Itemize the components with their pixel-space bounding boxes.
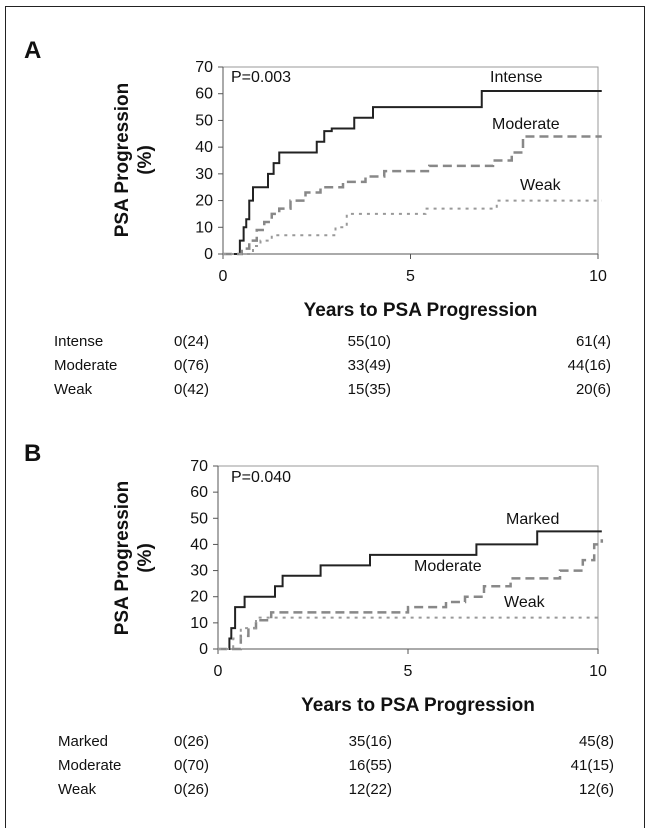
risk-cell: 41(15) [570, 757, 614, 774]
y-tick-label: 70 [190, 458, 208, 475]
p-value-annotation: P=0.003 [231, 69, 291, 86]
risk-cell: 0(70) [174, 757, 210, 774]
risk-cell: 20(6) [575, 381, 611, 398]
panel-letter-b: B [24, 440, 42, 467]
risk-table-row: Moderate 0(76) 33(49) 44(16) [54, 357, 614, 377]
y-tick-label: 70 [195, 59, 213, 76]
series-label-marked: Marked [506, 511, 559, 528]
risk-row-label: Intense [54, 333, 104, 350]
series-label-intense: Intense [490, 69, 543, 86]
x-tick-label: 10 [589, 663, 607, 680]
risk-table-row: Moderate 0(70) 16(55) 41(15) [58, 757, 618, 777]
risk-table-a: Intense 0(24) 55(10) 61(4) Moderate 0(76) 33(4… [54, 333, 614, 413]
y-axis-label: PSA Progression (%) [112, 83, 156, 238]
x-tick-label: 5 [406, 268, 415, 285]
y-tick-label: 30 [190, 563, 208, 580]
y-tick-label: 40 [190, 536, 208, 553]
risk-cell: 16(55) [348, 757, 392, 774]
risk-cell: 35(16) [348, 733, 392, 750]
figure-frame [5, 6, 645, 828]
risk-cell: 0(42) [174, 381, 210, 398]
series-line-weak [218, 616, 602, 650]
x-tick-label: 5 [404, 663, 413, 680]
risk-row-label: Moderate [54, 357, 118, 374]
risk-cell: 0(24) [174, 333, 210, 350]
y-tick-label: 0 [204, 246, 213, 263]
y-tick-label: 40 [195, 139, 213, 156]
series-label-weak: Weak [520, 177, 562, 194]
risk-row-label: Marked [58, 733, 109, 750]
series-label-moderate: Moderate [414, 558, 482, 575]
x-axis-label: Years to PSA Progression [304, 300, 538, 321]
risk-cell: 15(35) [347, 381, 391, 398]
x-axis-label: Years to PSA Progression [301, 695, 535, 716]
series-line-moderate [223, 135, 602, 256]
panel-letter-a: A [24, 37, 42, 64]
series-label-weak: Weak [504, 594, 546, 611]
y-tick-label: 0 [199, 641, 208, 658]
x-tick-label: 10 [589, 268, 607, 285]
y-tick-label: 60 [190, 484, 208, 501]
risk-row-label: Weak [54, 381, 93, 398]
y-tick-label: 50 [195, 112, 213, 129]
y-tick-label: 20 [195, 193, 213, 210]
y-tick-label: 60 [195, 86, 213, 103]
risk-table-row: Weak 0(26) 12(22) 12(6) [58, 781, 618, 801]
risk-cell: 0(76) [174, 357, 210, 374]
risk-table-row: Weak 0(42) 15(35) 20(6) [54, 381, 614, 401]
risk-cell: 12(6) [578, 781, 614, 798]
risk-row-label: Weak [58, 781, 97, 798]
risk-cell: 44(16) [567, 357, 611, 374]
y-tick-label: 20 [190, 589, 208, 606]
series-line-moderate [218, 539, 604, 651]
risk-cell: 0(26) [174, 781, 210, 798]
series-line-marked [218, 530, 602, 650]
y-axis-label: PSA Progression (%) [112, 481, 156, 636]
risk-table-b: Marked 0(26) 35(16) 45(8) Moderate 0(70) 16(55… [58, 733, 618, 813]
risk-table-row: Marked 0(26) 35(16) 45(8) [58, 733, 618, 753]
risk-cell: 33(49) [347, 357, 391, 374]
y-tick-label: 10 [195, 219, 213, 236]
plot-area [217, 465, 599, 650]
risk-cell: 61(4) [575, 333, 611, 350]
x-tick-label: 0 [214, 663, 223, 680]
risk-cell: 0(26) [174, 733, 210, 750]
y-tick-label: 30 [195, 166, 213, 183]
series-line-intense [223, 90, 602, 255]
risk-table-row: Intense 0(24) 55(10) 61(4) [54, 333, 614, 353]
p-value-annotation: P=0.040 [231, 469, 291, 486]
y-tick-label: 50 [190, 510, 208, 527]
risk-row-label: Moderate [58, 757, 122, 774]
y-tick-label: 10 [190, 615, 208, 632]
risk-cell: 45(8) [578, 733, 614, 750]
series-label-moderate: Moderate [492, 116, 560, 133]
risk-cell: 55(10) [347, 333, 391, 350]
x-tick-label: 0 [219, 268, 228, 285]
risk-cell: 12(22) [348, 781, 392, 798]
